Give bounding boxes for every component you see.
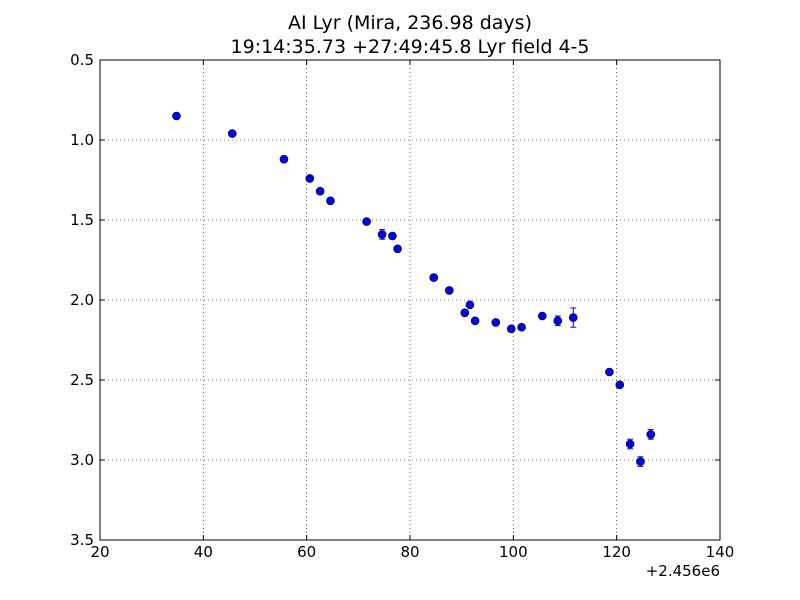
data-point [362, 217, 371, 226]
x-tick-label: 40 [194, 543, 213, 561]
y-tick-label: 3.5 [70, 531, 94, 549]
x-tick-label: 60 [297, 543, 316, 561]
y-tick-label: 1.5 [70, 211, 94, 229]
data-points [172, 111, 656, 467]
data-point [517, 322, 526, 332]
y-tick-labels: 0.5 1.0 1.5 2.0 2.5 3.0 3.5 [70, 51, 94, 549]
plot-frame [99, 59, 721, 541]
y-tick-label: 0.5 [70, 51, 94, 69]
y-tick-label: 2.5 [70, 371, 94, 389]
data-point [279, 154, 289, 164]
x-tick-label: 20 [90, 543, 109, 561]
y-tick-label: 1.0 [70, 131, 94, 149]
data-point [646, 430, 656, 439]
x-tick-label: 100 [499, 543, 528, 561]
x-tick-label: 120 [602, 543, 631, 561]
data-point [470, 316, 480, 326]
axis-ticks [99, 59, 721, 541]
chart-title: AI Lyr (Mira, 236.98 days) [288, 12, 532, 34]
data-point [444, 286, 454, 295]
data-point [625, 439, 635, 449]
data-point [393, 244, 402, 254]
data-point [377, 230, 387, 239]
data-point [227, 129, 237, 138]
data-point [636, 457, 645, 466]
data-point [615, 380, 625, 390]
grid [100, 60, 720, 540]
chart-subtitle: 19:14:35.73 +27:49:45.8 Lyr field 4-5 [230, 36, 589, 58]
data-point [305, 174, 315, 183]
data-point [491, 318, 501, 327]
data-point [506, 324, 516, 334]
data-point [465, 300, 475, 310]
x-tick-label: 140 [706, 543, 735, 561]
data-point [605, 367, 614, 377]
y-tick-label: 2.0 [70, 291, 94, 309]
data-point [553, 316, 563, 326]
data-point [460, 308, 470, 318]
x-offset-label: +2.456e6 [646, 562, 720, 580]
data-point [326, 196, 335, 206]
data-point [172, 111, 181, 121]
x-tick-label: 80 [400, 543, 419, 561]
data-point [429, 273, 439, 282]
data-point [388, 231, 397, 241]
data-point [315, 186, 325, 196]
data-point [537, 311, 547, 321]
x-tick-labels: 20 40 60 80 100 120 140 [90, 543, 734, 561]
data-point [568, 313, 578, 322]
y-tick-label: 3.0 [70, 451, 94, 469]
